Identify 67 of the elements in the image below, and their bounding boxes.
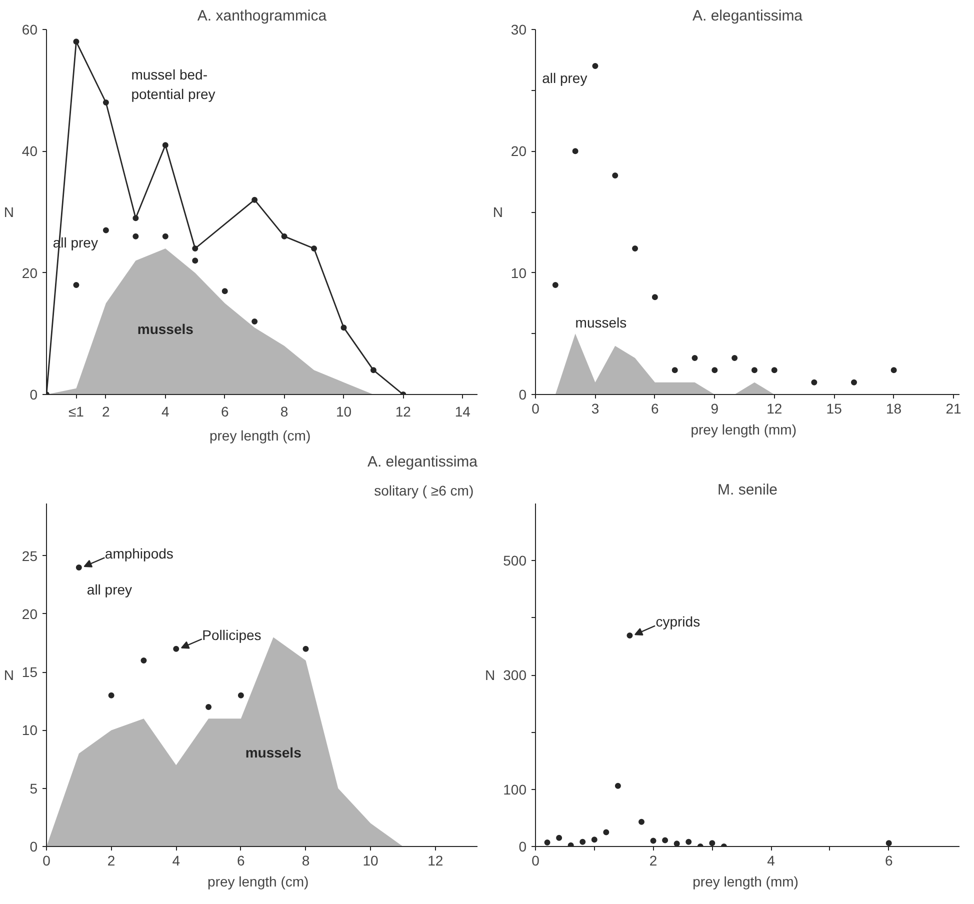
y-tick-label: 0 — [518, 386, 527, 402]
chart-title: A. xanthogrammica — [197, 8, 328, 24]
x-tick-label: 12 — [428, 852, 444, 868]
x-tick-label: 8 — [280, 404, 288, 420]
y-tick-label: 0 — [30, 838, 38, 854]
annotation: amphipods — [104, 545, 174, 562]
y-axis-title: N — [492, 204, 503, 220]
y-axis-title: N — [485, 667, 496, 683]
y-tick-label: 10 — [510, 264, 527, 281]
x-tick-label: ≤1 — [68, 404, 84, 420]
y-tick-label: 15 — [22, 664, 38, 680]
x-tick-label: 21 — [946, 400, 962, 416]
y-tick-label: 25 — [22, 548, 38, 564]
x-tick-label: 4 — [767, 852, 776, 868]
x-axis-title: prey length (mm) — [692, 874, 798, 890]
series-label: mussel bed- potential prey — [131, 66, 216, 102]
y-tick-label: 500 — [503, 552, 527, 569]
y-tick-label: 20 — [510, 143, 527, 160]
x-axis-title: prey length (mm) — [690, 422, 797, 438]
y-tick-label: 60 — [22, 22, 38, 38]
x-tick-label: 6 — [220, 404, 229, 420]
x-axis-title: prey length (cm) — [209, 428, 311, 444]
x-tick-label: 12 — [395, 404, 412, 420]
x-tick-label: 4 — [172, 852, 180, 868]
legend-label: all prey — [86, 581, 132, 598]
series-label: mussels — [575, 314, 627, 331]
x-tick-label: 6 — [884, 852, 893, 868]
x-tick-label: 10 — [362, 852, 379, 868]
y-tick-label: 10 — [22, 722, 38, 738]
y-axis-title: N — [4, 667, 14, 683]
x-tick-label: 14 — [454, 404, 471, 420]
x-tick-label: 6 — [237, 852, 246, 868]
x-tick-label: 0 — [532, 400, 540, 416]
chart-title: A. elegantissima — [692, 8, 804, 24]
series-label: mussels — [137, 320, 194, 337]
y-tick-label: 30 — [510, 22, 527, 38]
y-axis-title: N — [4, 204, 14, 220]
annotation: cyprids — [656, 614, 700, 630]
x-tick-label: 0 — [42, 852, 51, 868]
x-axis-title: prey length (cm) — [208, 874, 309, 890]
y-tick-label: 0 — [30, 386, 38, 402]
series-label: all prey — [542, 70, 588, 86]
y-tick-label: 20 — [22, 606, 38, 622]
x-tick-label: 12 — [766, 400, 782, 416]
series-label: mussels — [245, 744, 302, 760]
x-tick-label: 0 — [532, 852, 540, 868]
x-tick-label: 15 — [826, 400, 842, 416]
x-tick-label: 2 — [102, 404, 110, 420]
y-tick-label: 300 — [503, 667, 527, 683]
y-tick-label: 20 — [22, 264, 38, 281]
x-tick-label: 10 — [336, 404, 352, 420]
x-tick-label: 3 — [591, 400, 600, 416]
x-tick-label: 2 — [649, 852, 658, 868]
y-tick-label: 100 — [503, 781, 527, 798]
chart-subtitle: solitary ( ≥6 cm) — [374, 482, 474, 498]
x-tick-label: 18 — [886, 400, 902, 416]
x-tick-label: 2 — [107, 852, 116, 868]
chart-title: M. senile — [717, 482, 778, 498]
y-tick-label: 40 — [22, 143, 38, 160]
annotation: Pollicipes — [202, 626, 262, 643]
chart-title: A. elegantissima — [367, 454, 478, 470]
x-tick-label: 9 — [710, 400, 719, 416]
x-tick-label: 6 — [651, 400, 660, 416]
y-tick-label: 5 — [30, 780, 38, 796]
x-tick-label: 8 — [302, 852, 310, 868]
x-tick-label: 4 — [162, 404, 170, 420]
y-tick-label: 0 — [518, 838, 527, 854]
